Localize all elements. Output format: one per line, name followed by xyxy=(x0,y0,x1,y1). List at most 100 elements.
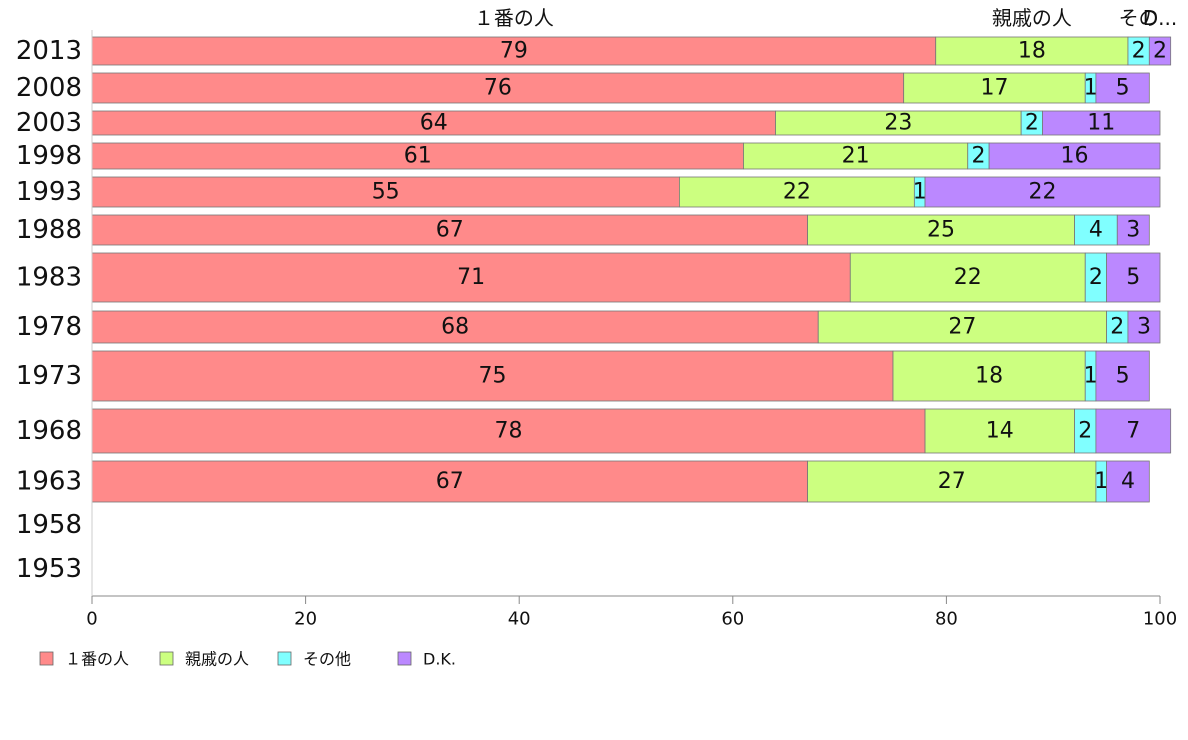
data-label: 22 xyxy=(954,265,982,290)
bar-segment xyxy=(935,36,1129,66)
data-label: 5 xyxy=(1116,364,1130,389)
legend-swatch xyxy=(39,651,54,666)
data-label: 2 xyxy=(1089,265,1103,290)
data-label: 71 xyxy=(457,265,485,290)
y-tick-label: 1978 xyxy=(16,312,82,342)
bar-segment xyxy=(924,176,1161,208)
data-label: 78 xyxy=(495,419,523,444)
y-tick-label: 1993 xyxy=(16,177,82,207)
x-axis: 0 20 40 60 80 100 xyxy=(86,30,1177,630)
x-tick-label: 0 xyxy=(86,609,97,630)
bar-segment xyxy=(1074,214,1118,246)
bar-segment xyxy=(91,252,851,303)
data-label: 61 xyxy=(404,144,432,169)
data-label: 76 xyxy=(484,76,512,101)
data-label: 5 xyxy=(1116,76,1130,101)
bar-segment xyxy=(1095,408,1172,454)
data-label: 4 xyxy=(1089,218,1103,243)
bar-segment xyxy=(1148,36,1172,66)
data-label: 1 xyxy=(1094,469,1108,494)
y-tick-label: 1973 xyxy=(16,361,82,391)
data-label: 68 xyxy=(441,315,469,340)
top-series-labels: １番の人 親戚の人 そのD... xyxy=(474,6,1177,30)
x-tick-label: 60 xyxy=(721,609,744,630)
legend: １番の人 親戚の人 その他 D.K. xyxy=(39,650,456,669)
y-tick-label: 1968 xyxy=(16,416,82,446)
x-tick-label: 40 xyxy=(508,609,531,630)
data-label: 79 xyxy=(500,39,528,64)
legend-swatch xyxy=(397,651,412,666)
data-label: 4 xyxy=(1121,469,1135,494)
bar-segment xyxy=(1095,350,1150,402)
data-label: 2 xyxy=(1153,39,1167,64)
data-label: 21 xyxy=(842,144,870,169)
legend-label: その他 xyxy=(303,650,351,669)
data-label: 1 xyxy=(913,180,927,205)
data-label: 23 xyxy=(884,111,912,136)
data-label: 18 xyxy=(975,364,1003,389)
bar-segment xyxy=(1095,72,1150,104)
y-tick-label: 1988 xyxy=(16,215,82,245)
bar-segment xyxy=(1042,110,1161,136)
y-tick-label: 1958 xyxy=(16,510,82,540)
y-tick-label: 2013 xyxy=(16,36,82,66)
data-label: 16 xyxy=(1061,144,1089,169)
x-tick-label: 80 xyxy=(935,609,958,630)
data-label: 22 xyxy=(783,180,811,205)
bar-segment xyxy=(1106,252,1161,303)
data-label: 11 xyxy=(1087,111,1115,136)
y-tick-label: 1963 xyxy=(16,467,82,497)
legend-label: 親戚の人 xyxy=(185,650,249,669)
data-label: 5 xyxy=(1126,265,1140,290)
top-series-label: 親戚の人 xyxy=(992,6,1072,30)
data-label: 2 xyxy=(1132,39,1146,64)
y-tick-label: 2008 xyxy=(16,73,82,103)
data-label: 64 xyxy=(420,111,448,136)
data-label: 17 xyxy=(980,76,1008,101)
top-series-label: その xyxy=(1119,6,1159,30)
bar-segment xyxy=(1127,310,1161,344)
legend-label: １番の人 xyxy=(65,650,129,669)
top-series-label: １番の人 xyxy=(474,6,554,30)
data-label: 67 xyxy=(436,218,464,243)
y-tick-label: 1983 xyxy=(16,263,82,293)
bar-segment xyxy=(91,36,937,66)
data-label: 2 xyxy=(1078,419,1092,444)
bar-segment xyxy=(817,310,1107,344)
data-label: 55 xyxy=(372,180,400,205)
data-label: 7 xyxy=(1126,419,1140,444)
data-label: 1 xyxy=(1084,364,1098,389)
data-label: 2 xyxy=(971,144,985,169)
data-label: 22 xyxy=(1029,180,1057,205)
bar-segment xyxy=(1116,214,1150,246)
x-tick-label: 100 xyxy=(1143,609,1177,630)
legend-swatch xyxy=(277,651,292,666)
bar-segment xyxy=(679,176,915,208)
bar-segment xyxy=(849,252,1086,303)
data-label: 27 xyxy=(938,469,966,494)
y-tick-label: 2003 xyxy=(16,108,82,138)
data-label: 2 xyxy=(1110,315,1124,340)
bar-segment xyxy=(91,110,776,136)
bar-segment xyxy=(743,142,969,170)
bar-segment xyxy=(91,460,808,503)
bar-segment xyxy=(807,214,1075,246)
bar-segment xyxy=(892,350,1086,402)
data-label: 67 xyxy=(436,469,464,494)
data-label: 75 xyxy=(479,364,507,389)
data-label: 1 xyxy=(1084,76,1098,101)
data-label: 2 xyxy=(1025,111,1039,136)
bar-segment xyxy=(988,142,1161,170)
bar-segment xyxy=(91,214,808,246)
x-tick-label: 20 xyxy=(294,609,317,630)
legend-swatch xyxy=(159,651,174,666)
data-label: 18 xyxy=(1018,39,1046,64)
data-label: 27 xyxy=(948,315,976,340)
bar-segment xyxy=(1106,460,1150,503)
data-label: 25 xyxy=(927,218,955,243)
bar-segment xyxy=(775,110,1022,136)
